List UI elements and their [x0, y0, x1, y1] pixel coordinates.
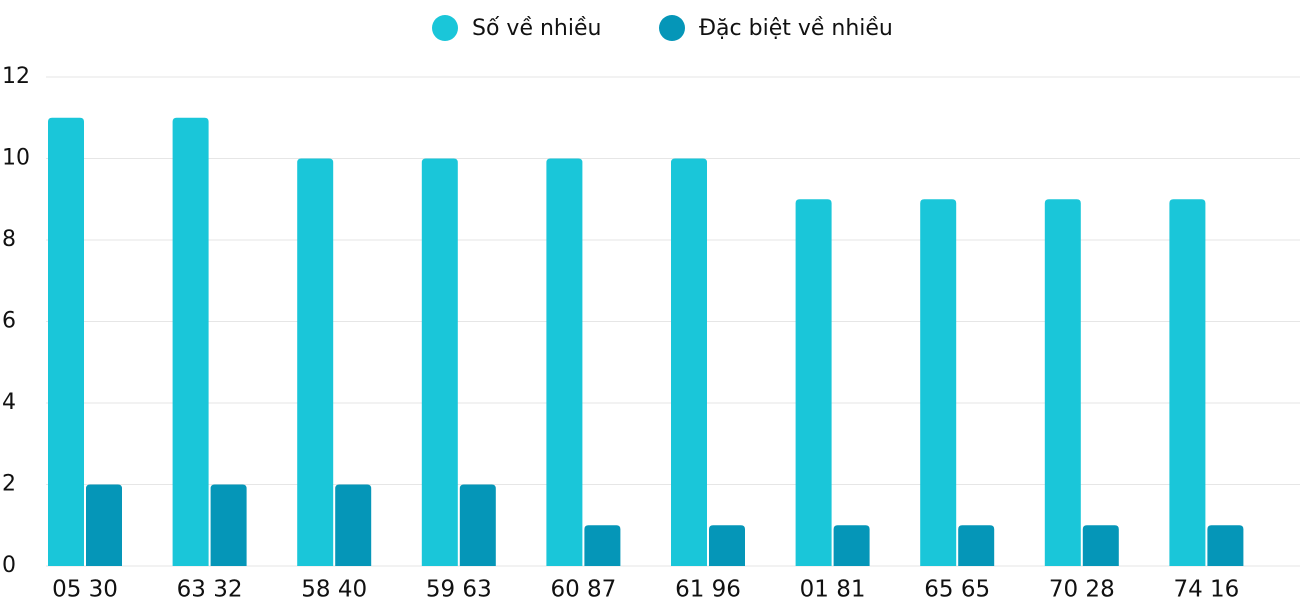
bar: [709, 525, 745, 566]
bar: [1082, 525, 1119, 566]
x-tick-label: 70 28: [1049, 577, 1115, 600]
bar: [1169, 199, 1206, 566]
x-tick-label: 58 40: [301, 577, 367, 600]
x-tick-label: 74 16: [1173, 577, 1239, 600]
bar: [671, 158, 707, 566]
bar: [297, 158, 334, 566]
bar: [920, 199, 957, 566]
x-tick-label: 65 65: [924, 577, 990, 600]
x-tick-label: 63 32: [177, 577, 243, 600]
bar: [1044, 199, 1081, 566]
bar: [833, 525, 870, 566]
x-tick-label: 05 30: [52, 577, 118, 600]
y-tick-label: 0: [2, 553, 16, 578]
legend-label: Đặc biệt về nhiều: [699, 16, 893, 41]
bar: [795, 199, 832, 566]
legend-label: Số về nhiều: [472, 16, 601, 41]
bar: [1207, 525, 1244, 566]
bar: [210, 484, 247, 566]
bar: [48, 117, 84, 566]
bar: [459, 484, 496, 566]
y-tick-label: 12: [2, 64, 30, 89]
bar: [421, 158, 458, 566]
bar: [172, 117, 209, 566]
bar: [546, 158, 583, 566]
y-tick-label: 10: [2, 146, 30, 171]
x-tick-label: 60 87: [550, 577, 616, 600]
bar: [335, 484, 372, 566]
y-tick-label: 4: [2, 390, 16, 415]
x-tick-label: 01 81: [800, 577, 866, 600]
x-tick-label: 59 63: [426, 577, 492, 600]
y-tick-label: 6: [2, 309, 16, 334]
legend-swatch: [659, 15, 685, 41]
y-tick-label: 2: [2, 472, 16, 497]
bar: [86, 484, 122, 566]
x-tick-label: 61 96: [675, 577, 741, 600]
bar: [584, 525, 621, 566]
y-tick-label: 8: [2, 227, 16, 252]
legend-swatch: [432, 15, 458, 41]
bar: [958, 525, 995, 566]
